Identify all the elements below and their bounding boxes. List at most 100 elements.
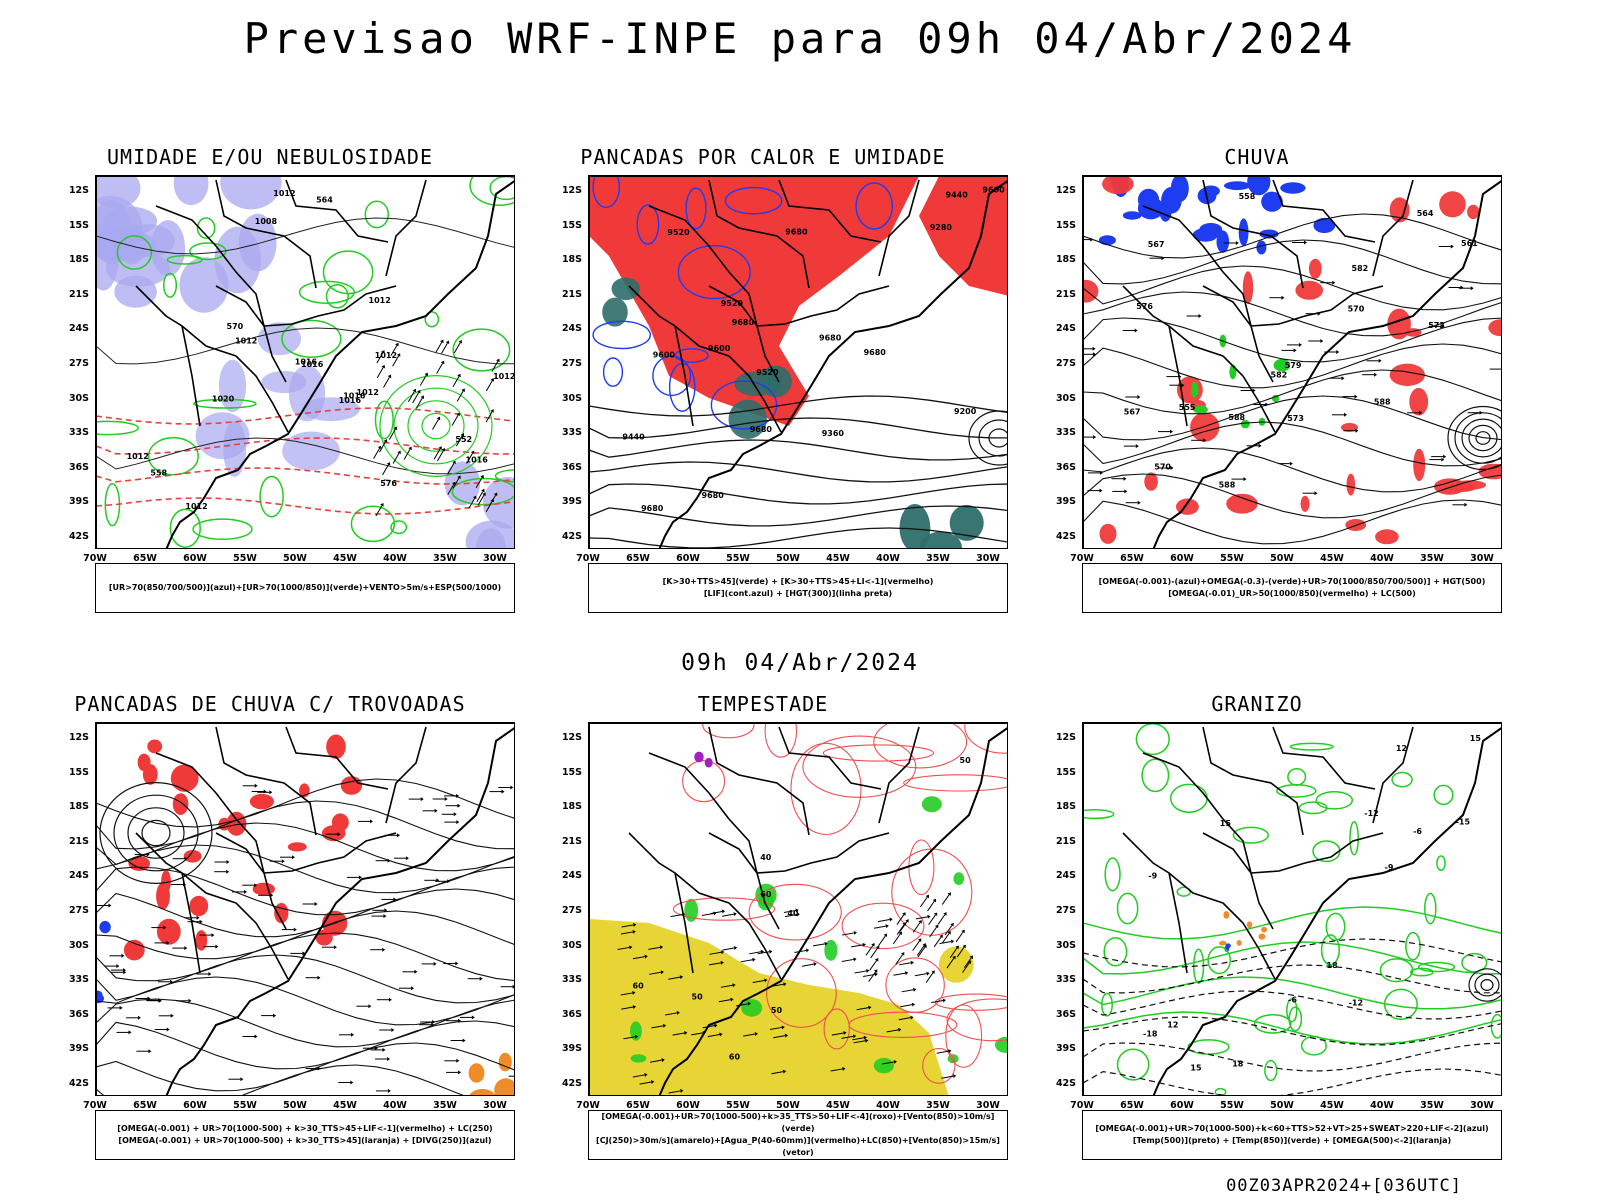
shaded-area (1258, 933, 1266, 940)
latitude-tick-label: 12S (68, 732, 89, 743)
forecast-map (95, 722, 515, 1096)
contour-line (1083, 213, 1501, 259)
political-border (263, 832, 397, 874)
wind-vector (915, 914, 931, 920)
latitude-tick-label: 24S (561, 870, 582, 882)
wind-vector (383, 374, 392, 388)
shaded-area (1223, 911, 1230, 919)
contour-line (589, 505, 1007, 527)
wind-vector (963, 955, 973, 968)
longitude-tick-label: 70W (576, 1100, 600, 1111)
wind-vector (1191, 438, 1207, 443)
water-contour (748, 883, 842, 941)
political-border (708, 726, 810, 836)
longitude-tick-label: 65W (1120, 1100, 1144, 1111)
political-border (728, 355, 782, 433)
longitude-tick-label: 45W (1320, 1100, 1344, 1111)
wind-vector (475, 474, 484, 489)
latitude-tick-label: 21S (561, 835, 582, 847)
temp850-contour (1286, 998, 1298, 1023)
wind-vector (621, 922, 637, 928)
contour-value-label: 9600 (982, 186, 1005, 195)
legend-line: [Temp(500)](preto) + [Temp(850)](verde) … (1132, 1136, 1452, 1145)
shaded-area (1261, 191, 1283, 212)
longitude-tick-label: 30W (976, 1100, 1000, 1111)
longitude-tick-label: 40W (383, 1100, 407, 1111)
contour-ring (988, 428, 1007, 448)
contour-value-label: 582 (1271, 371, 1288, 380)
panel-legend: [OMEGA(-0.001)+UR>70(1000-500)+k<60+TTS>… (1082, 1110, 1502, 1160)
wind-vector (399, 986, 414, 991)
latitude-tick-label: 39S (561, 1043, 582, 1055)
political-border (285, 726, 389, 790)
wind-vector (491, 358, 500, 372)
latitude-tick-label: 18S (68, 801, 89, 813)
wind-vector (701, 911, 717, 917)
granizo-panel: GRANIZO -6 -9 -12 -15 -18 15 18 12 15 18 15 12 -9 -12-… (1042, 692, 1502, 1182)
panel-title: UMIDADE E/OU NEBULOSIDADE (106, 145, 434, 169)
contour-value-label: 567 (1148, 240, 1165, 249)
political-border (385, 726, 427, 824)
wind-vector (1467, 410, 1483, 415)
wind-vector (1281, 348, 1297, 353)
latitude-tick-label: 30S (68, 939, 89, 951)
contour-value-label: 1012 (185, 502, 207, 511)
wind-vector (157, 979, 173, 984)
humidity-contour (169, 508, 201, 548)
contour-value-label: 564 (316, 196, 333, 205)
political-border (628, 832, 694, 974)
longitude-tick-label: 45W (826, 553, 850, 564)
humidity-contour (166, 254, 203, 265)
contour-line (96, 1020, 514, 1070)
wind-vector (370, 947, 386, 952)
contour-ring (379, 375, 493, 478)
contour-value-label: 588 (1228, 413, 1245, 422)
wind-vector (1366, 358, 1382, 363)
latitude-tick-label: 27S (561, 358, 582, 369)
shaded-area (156, 918, 181, 945)
water-contour (823, 1008, 850, 1050)
contour-line (96, 778, 514, 828)
panel-legend: [UR>70(850/700/500)](azul)+[UR>70(1000/8… (95, 563, 515, 613)
wind-vector (187, 919, 203, 924)
panel-legend: [OMEGA(-0.001) + UR>70(1000-500) + k>30_… (95, 1110, 515, 1160)
shaded-area (1389, 363, 1425, 386)
shaded-area (1122, 211, 1142, 220)
wind-vector (941, 1074, 957, 1079)
temp850-contour (1276, 784, 1317, 798)
political-border (878, 179, 920, 277)
contour-line (1083, 976, 1501, 1010)
political-border (155, 752, 265, 874)
contour-value-label: 9680 (819, 333, 842, 342)
wind-vector (720, 983, 736, 988)
temp850-contour (1116, 892, 1139, 925)
longitude-tick-label: 60W (676, 1100, 700, 1111)
contour-value-label: 50 (692, 992, 704, 1001)
temp850-contour (1083, 809, 1115, 820)
wind-vector (877, 917, 893, 923)
wind-vector (639, 1080, 655, 1085)
wind-vector (466, 450, 475, 464)
water-contour (964, 723, 1007, 754)
shaded-area (1098, 235, 1116, 246)
shaded-area (302, 397, 360, 422)
humidity-contour (390, 520, 408, 535)
latitude-tick-label: 30S (561, 392, 582, 404)
shaded-area (1083, 279, 1099, 303)
map-canvas: 50 60 60 60 50 40 50 40 (589, 723, 1007, 1095)
wind-vector (946, 955, 956, 969)
temp850-contour (1187, 1039, 1230, 1055)
wind-vector (1087, 470, 1103, 475)
wind-vector (939, 939, 955, 945)
latitude-tick-label: 36S (1055, 1008, 1076, 1020)
longitude-tick-label: 45W (1320, 553, 1344, 564)
contour-line (96, 998, 514, 1048)
forecast-map: -6 -9 -12 -15 -18 15 18 12 15 18 15 12 -9 -12 -6 (1082, 722, 1502, 1096)
latitude-tick-label: 36S (68, 1008, 89, 1020)
contour-value-label: 555 (1179, 403, 1196, 412)
wind-vector (1253, 402, 1269, 407)
latitude-tick-label: 42S (68, 1078, 89, 1089)
temp850-contour (1104, 857, 1121, 892)
contour-value-label: 9200 (954, 407, 977, 416)
contour-line (96, 800, 514, 850)
